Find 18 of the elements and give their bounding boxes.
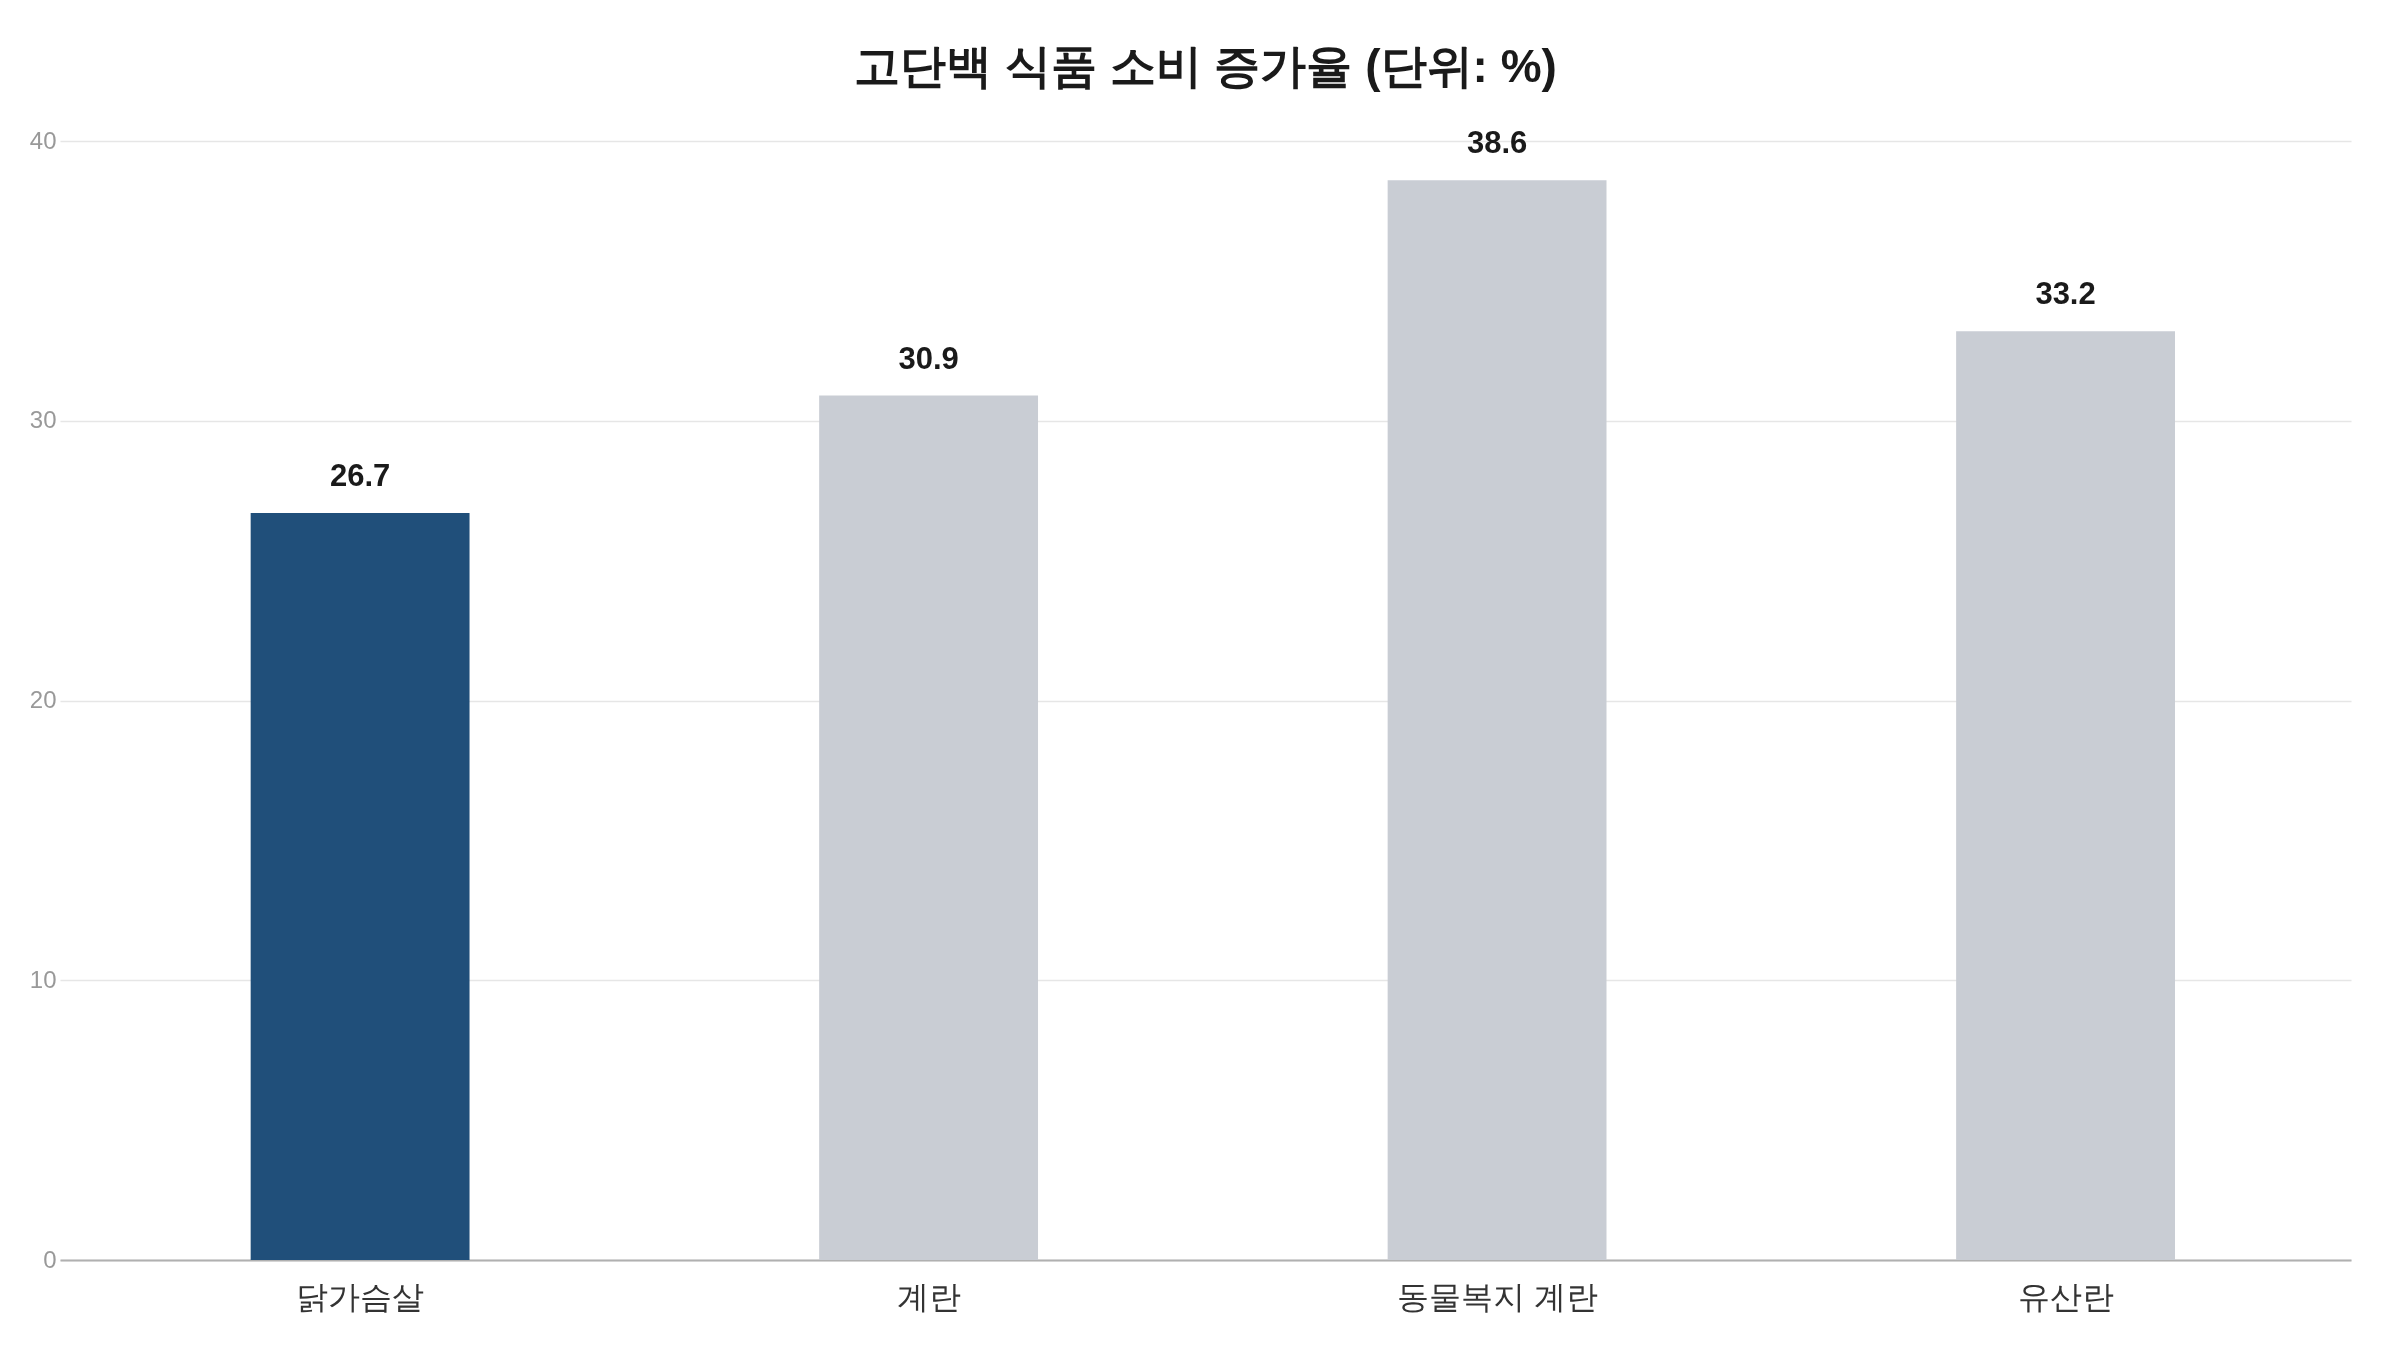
bar [819,395,1039,1260]
data-label: 38.6 [1466,125,1528,161]
x-tick-label: 계란 [896,1278,961,1315]
data-label: 33.2 [2035,276,2096,312]
y-tick-label: 20 [29,686,57,713]
y-tick-label: 0 [43,1245,57,1273]
x-tick-label: 동물복지 계란 [1396,1278,1598,1315]
y-tick-label: 30 [29,406,57,434]
y-tick-label: 40 [29,126,57,154]
x-tick-label: 닭가슴살 [296,1278,425,1315]
data-label: 26.7 [329,458,391,494]
bar [1387,180,1607,1260]
data-label: 30.9 [898,340,959,376]
bar [1956,331,2175,1260]
bar [250,513,470,1260]
chart-title: 고단백 식품 소비 증가율 (단위: %) [854,40,1557,93]
y-tick-label: 10 [29,965,57,993]
x-tick-label: 유산란 [2017,1278,2114,1315]
